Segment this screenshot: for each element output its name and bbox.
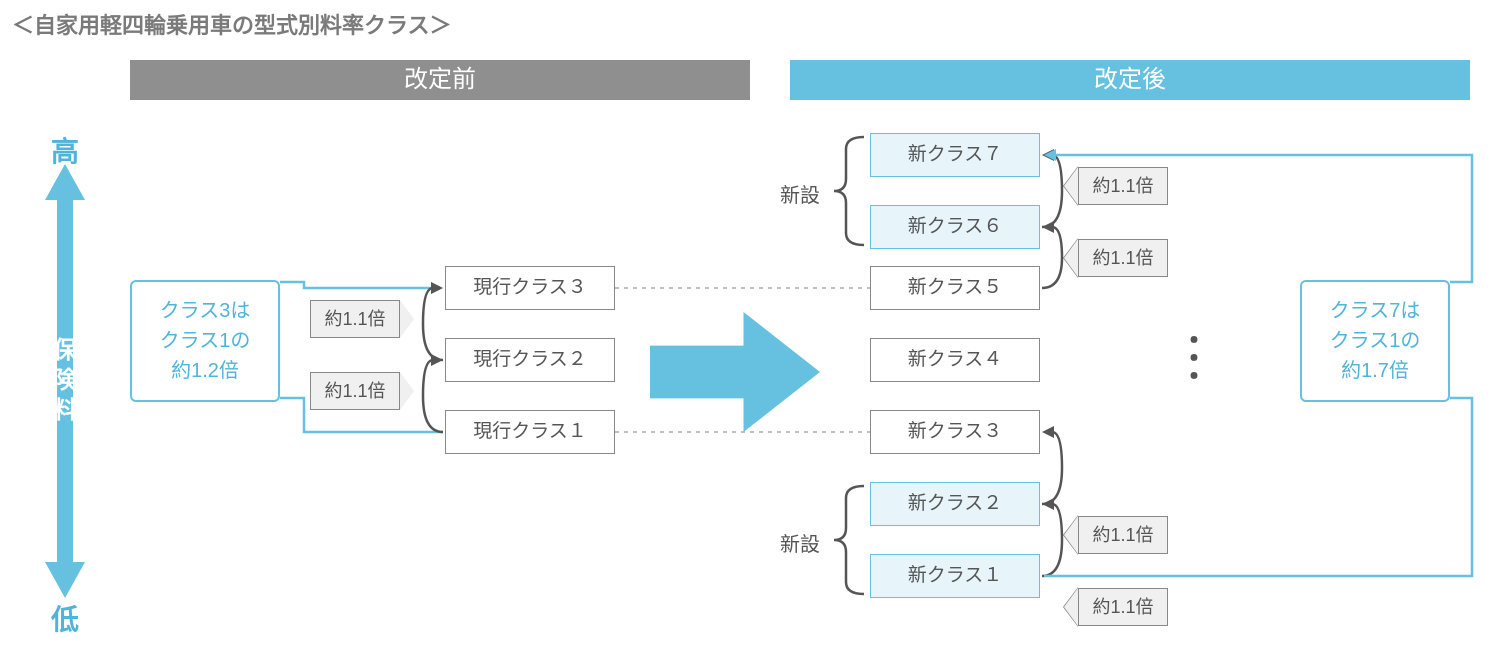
after-bracket-arrow — [0, 0, 1500, 654]
diagram-root: ＜自家用軽四輪乗用車の型式別料率クラス＞ 改定前 改定後 高 保険料 低 クラス… — [0, 0, 1500, 654]
